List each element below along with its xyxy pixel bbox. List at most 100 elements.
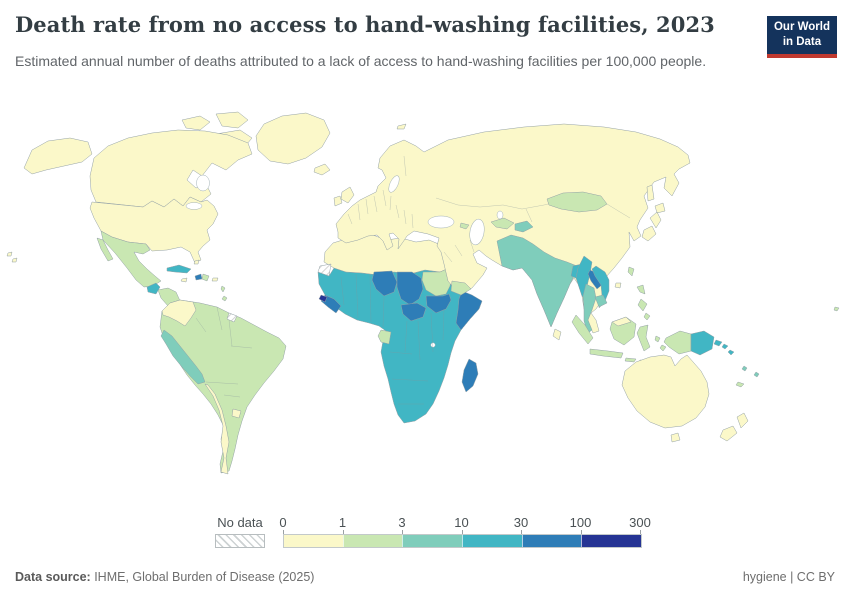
region-uruguay[interactable] [231,408,242,419]
region-chad[interactable] [396,271,424,306]
owid-logo-line1: Our World [773,21,830,33]
region-sri-lanka[interactable] [552,328,562,341]
region-alaska[interactable] [23,137,93,175]
region-somalia[interactable] [455,290,483,331]
region-yemen[interactable] [450,280,472,296]
legend-no-data: No data [215,515,265,548]
hudson-bay [196,174,210,192]
region-hawaii[interactable] [6,251,18,263]
legend-bin-100-300[interactable] [581,535,642,547]
great-lakes [185,202,203,210]
legend-tick [461,530,463,534]
legend-threshold-10: 10 [454,515,469,530]
region-malaysia-borneo[interactable] [611,316,632,327]
region-french-guiana[interactable] [226,312,238,323]
region-west-new-guinea[interactable] [663,330,692,355]
aral-sea [496,210,504,220]
legend-tick [402,530,403,534]
region-iceland[interactable] [313,163,331,176]
region-jamaica[interactable] [180,277,188,283]
no-data-swatch[interactable] [215,534,265,548]
legend-tick [283,530,284,534]
region-south-asia[interactable] [496,234,578,328]
region-dominican-republic[interactable] [201,273,210,282]
region-united-kingdom[interactable] [340,186,355,204]
lake-victoria [430,342,436,348]
region-chile[interactable] [204,383,230,475]
legend-tick [640,530,641,534]
legend-threshold-100: 100 [569,515,592,530]
legend-bin-3-10[interactable] [402,535,463,547]
baltic-sea [388,175,400,193]
region-java[interactable] [589,348,624,359]
region-lesser-antilles[interactable] [220,285,228,302]
region-western-sahara[interactable] [317,263,332,277]
region-pacific-island[interactable] [833,306,840,312]
legend-threshold-3: 3 [398,515,406,530]
legend-threshold-0: 0 [279,515,287,530]
region-solomon-islands[interactable] [721,343,735,356]
asia-borders [435,197,631,263]
region-thailand[interactable] [582,283,597,334]
region-canada[interactable] [89,129,253,208]
region-mexico[interactable] [96,230,162,288]
region-tasmania[interactable] [670,432,681,443]
black-sea [427,215,455,229]
legend-threshold-30: 30 [513,515,529,530]
region-niger[interactable] [371,270,398,297]
region-fiji[interactable] [741,365,760,378]
legend-bin-10-30[interactable] [462,535,522,547]
data-source-label: Data source: [15,570,91,584]
region-cuba[interactable] [166,264,192,274]
europe-borders [347,155,414,229]
region-cambodia[interactable] [594,294,608,308]
data-source: Data source: IHME, Global Burden of Dise… [15,570,314,584]
legend-bin-1-3[interactable] [342,535,403,547]
legend-tick [580,530,582,534]
owid-logo[interactable]: Our World in Data [766,16,837,58]
legend-color-bar[interactable] [283,534,642,548]
caspian-sea [469,218,485,246]
region-uzbekistan[interactable] [490,217,515,230]
region-gabon[interactable] [377,329,392,345]
region-colombia[interactable] [161,299,197,327]
owid-logo-line2: in Data [782,35,822,48]
region-new-caledonia[interactable] [735,381,745,388]
region-haiti[interactable] [194,273,203,281]
legend-scale: 0 1 3 10 30 100 300 [279,515,663,548]
legend-tick [521,530,522,534]
region-sulawesi[interactable] [636,324,651,352]
region-philippines[interactable] [636,284,651,321]
region-sudan[interactable] [421,267,453,297]
region-greenland[interactable] [255,112,331,165]
region-peru[interactable] [160,329,206,385]
africa-borders [340,273,445,405]
region-vietnam[interactable] [591,265,610,309]
region-guinea-bissau[interactable] [318,294,328,303]
region-puerto-rico[interactable] [211,277,219,282]
region-bahamas[interactable] [193,259,200,265]
world-map [6,111,840,475]
region-mongolia[interactable] [546,191,608,213]
region-ireland[interactable] [333,195,343,207]
legend-bin-0-1[interactable] [284,535,343,547]
region-madagascar[interactable] [461,358,479,393]
region-caucasus[interactable] [459,222,470,230]
region-papua-new-guinea[interactable] [690,330,723,356]
legend-bin-30-100[interactable] [521,535,582,547]
region-australia[interactable] [621,354,710,429]
region-tajikistan[interactable] [514,220,534,233]
license-note[interactable]: hygiene | CC BY [742,570,835,584]
region-sakhalin[interactable] [646,184,655,202]
region-sumatra[interactable] [571,314,594,345]
region-new-zealand[interactable] [719,412,749,442]
legend-tick-labels: 0 1 3 10 30 100 300 [279,515,663,534]
region-svalbard[interactable] [396,123,407,130]
region-hainan[interactable] [614,282,622,289]
region-central-african-republic[interactable] [400,302,427,322]
region-taiwan[interactable] [627,266,635,277]
region-japan[interactable] [641,202,666,242]
region-moluccas[interactable] [654,335,667,352]
region-south-sudan[interactable] [425,293,452,314]
